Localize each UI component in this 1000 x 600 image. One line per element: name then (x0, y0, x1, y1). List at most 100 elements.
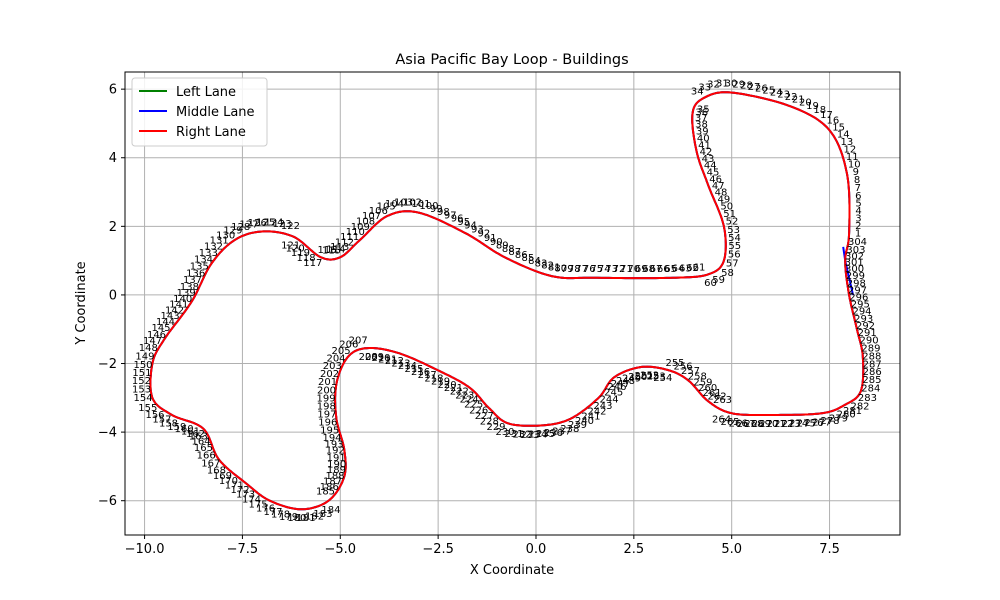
track-point-label: 264 (712, 415, 731, 426)
track-point-label: 205 (332, 346, 351, 357)
track-point-label: 59 (712, 275, 725, 286)
track-point-label: 278 (820, 416, 839, 427)
track-point-label: 115 (322, 246, 341, 257)
middle-lane-offset (842, 246, 854, 296)
track-point-label: 187 (323, 477, 342, 488)
track-point-label: 110 (346, 227, 365, 238)
track-point-label: 41 (698, 141, 711, 152)
track-point-label: 286 (863, 367, 882, 378)
track-point-label: 53 (727, 225, 740, 236)
track-point-label: 84 (528, 256, 541, 267)
track-point-label: 148 (139, 343, 158, 354)
track-point-label: 250 (628, 372, 647, 383)
track-point-label: 42 (700, 147, 713, 158)
track-point-label: 48 (715, 188, 728, 199)
track-point-label: 52 (726, 217, 739, 228)
track-point-label: 39 (696, 127, 709, 138)
track-point-label: 227 (475, 411, 494, 422)
x-tick-label: −7.5 (227, 542, 259, 557)
track-point-label: 171 (225, 481, 244, 492)
track-point-label: 88 (502, 244, 515, 255)
track-point-label: 79 (561, 264, 574, 275)
track-point-label: 240 (575, 416, 594, 427)
legend: Left Lane Middle Lane Right Lane (131, 77, 268, 147)
track-point-label: 60 (704, 278, 717, 289)
track-point-label: 152 (132, 376, 151, 387)
track-point-label: 283 (858, 393, 877, 404)
track-point-label: 156 (145, 410, 164, 421)
track-point-label: 125 (256, 217, 275, 228)
track-point-label: 260 (698, 383, 717, 394)
track-point-label: 120 (286, 243, 305, 254)
track-point-label: 51 (723, 209, 736, 220)
track-point-label: 270 (759, 419, 778, 430)
track-point-label: 134 (194, 254, 213, 265)
track-point-label: 108 (356, 217, 375, 228)
track-point-label: 299 (846, 271, 865, 282)
track-point-label: 7 (855, 183, 861, 194)
track-point-label: 117 (303, 258, 322, 269)
track-point-label: 160 (175, 424, 194, 435)
track-point-label: 45 (707, 167, 720, 178)
track-point-label: 126 (248, 218, 267, 229)
track-point-label: 46 (709, 174, 722, 185)
track-point-label: 105 (377, 202, 396, 213)
track-point-label: 281 (843, 406, 862, 417)
track-point-label: 8 (854, 175, 860, 186)
track-point-label: 247 (611, 379, 630, 390)
track-point-label: 143 (161, 311, 180, 322)
track-point-label: 280 (837, 410, 856, 421)
track-point-label: 239 (568, 420, 587, 431)
track-point-label: 302 (845, 252, 864, 263)
track-point-label: 69 (635, 264, 648, 275)
track-point-label: 100 (419, 201, 438, 212)
track-point-label: 67 (650, 264, 663, 275)
track-point-label: 285 (862, 375, 881, 386)
track-point-label: 209 (365, 352, 384, 363)
track-point-label: 33 (698, 82, 711, 93)
track-point-label: 218 (424, 373, 443, 384)
track-point-label: 113 (330, 242, 349, 253)
track-point-label: 18 (813, 105, 826, 116)
track-point-label: 4 (855, 206, 861, 217)
track-point-label: 36 (695, 108, 708, 119)
track-point-label: 275 (797, 419, 816, 430)
track-point-label: 23 (777, 90, 790, 101)
track-point-label: 231 (504, 429, 523, 440)
track-point-label: 232 (513, 430, 532, 441)
track-point-label: 182 (305, 512, 324, 523)
track-point-label: 197 (317, 409, 336, 420)
track-point-label: 242 (587, 406, 606, 417)
track-point-label: 193 (324, 440, 343, 451)
track-point-label: 277 (812, 417, 831, 428)
track-point-label: 145 (151, 323, 170, 334)
track-point-label: 198 (317, 401, 336, 412)
track-point-label: 294 (852, 307, 871, 318)
track-point-label: 236 (544, 428, 563, 439)
track-point-label: 158 (159, 418, 178, 429)
track-point-label: 154 (134, 393, 153, 404)
track-point-label: 254 (653, 373, 672, 384)
track-point-label: 6 (855, 191, 861, 202)
track-point-label: 251 (634, 371, 653, 382)
track-point-label: 288 (862, 352, 881, 363)
track-point-label: 245 (604, 387, 623, 398)
track-point-label: 149 (135, 352, 154, 363)
track-point-label: 138 (180, 282, 199, 293)
track-point-label: 255 (665, 358, 684, 369)
track-point-label: 37 (695, 113, 708, 124)
track-point-label: 139 (177, 288, 196, 299)
track-point-label: 116 (318, 245, 337, 256)
track-point-label: 176 (256, 504, 275, 515)
track-point-label: 27 (748, 82, 761, 93)
track-point-label: 170 (219, 476, 238, 487)
track-point-label: 65 (664, 264, 677, 275)
x-tick-label: 2.5 (623, 542, 644, 557)
track-point-label: 159 (167, 422, 186, 433)
track-point-label: 234 (528, 430, 547, 441)
track-point-label: 12 (844, 144, 857, 155)
track-point-label: 163 (189, 432, 208, 443)
plot-frame (124, 71, 901, 536)
